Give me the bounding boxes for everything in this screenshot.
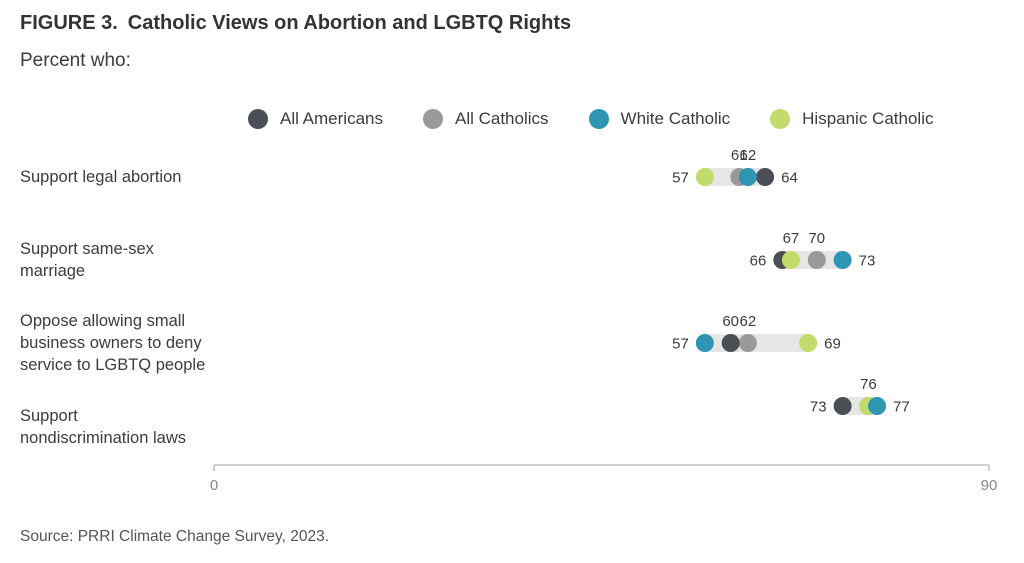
row-label-line: marriage: [20, 262, 86, 280]
value-label: 76: [860, 376, 877, 393]
legend-swatch: [248, 109, 268, 129]
row-label-line: Support: [20, 407, 78, 425]
chart-title: FIGURE 3. Catholic Views on Abortion and …: [20, 12, 571, 35]
figure-label: FIGURE 3.: [20, 12, 118, 34]
row-label-line: Oppose allowing small: [20, 312, 186, 330]
value-label: 66: [750, 253, 767, 270]
value-label: 67: [783, 230, 800, 247]
dot-white-catholic: [868, 397, 887, 415]
value-label: 69: [824, 336, 841, 353]
chart-subtitle: Percent who:: [20, 50, 131, 71]
legend: All Americans All Catholics White Cathol…: [248, 109, 933, 129]
value-label: 77: [893, 399, 910, 416]
source-note: Source: PRRI Climate Change Survey, 2023…: [20, 528, 330, 545]
row-label-line: Support legal abortion: [20, 168, 182, 186]
value-label: 64: [781, 170, 798, 187]
row-label-line: Support same-sex: [20, 240, 154, 258]
x-tick-label: 90: [981, 477, 998, 494]
legend-label: All Americans: [280, 109, 383, 128]
value-label: 70: [808, 230, 825, 247]
legend-item-all-catholics: All Catholics: [422, 109, 549, 129]
dot-white-catholic: [695, 334, 714, 352]
row-label-line: business owners to deny: [20, 334, 202, 352]
value-label: 61: [731, 147, 748, 164]
dot-hispanic-catholic: [799, 334, 818, 352]
value-label: 62: [740, 147, 757, 164]
legend-swatch: [588, 109, 609, 129]
value-label: 57: [672, 336, 689, 353]
legend-label: White Catholic: [620, 109, 731, 128]
dot-all-catholics: [807, 251, 826, 269]
row-label-3: Support nondiscrimination laws: [20, 405, 235, 449]
dot-white-catholic: [738, 168, 757, 186]
legend-swatch: [422, 109, 443, 129]
dot-all-americans: [833, 397, 852, 415]
title-text: Catholic Views on Abortion and LGBTQ Rig…: [127, 12, 572, 34]
legend-item-white-catholic: White Catholic: [588, 109, 731, 129]
dot-white-catholic: [833, 251, 852, 269]
x-tick-label: 0: [210, 477, 218, 494]
row-label-line: service to LGBTQ people: [20, 356, 206, 374]
row-label-2: Oppose allowing small business owners to…: [20, 310, 235, 376]
legend-item-all-americans: All Americans: [248, 109, 383, 129]
row-label-line: nondiscrimination laws: [20, 429, 186, 447]
value-label: 60: [722, 313, 739, 330]
value-label: 73: [859, 253, 876, 270]
value-label: 57: [672, 170, 689, 187]
legend-swatch: [770, 109, 791, 129]
value-label: 62: [740, 313, 757, 330]
dot-hispanic-catholic: [781, 251, 800, 269]
dot-hispanic-catholic: [695, 168, 714, 186]
dot-all-catholics: [738, 334, 757, 352]
legend-label: Hispanic Catholic: [802, 109, 934, 128]
row-label-0: Support legal abortion: [20, 166, 235, 188]
value-label: 73: [810, 399, 827, 416]
legend-item-hispanic-catholic: Hispanic Catholic: [770, 109, 933, 129]
dot-all-americans: [721, 334, 740, 352]
dot-all-americans: [756, 168, 775, 186]
row-label-1: Support same-sex marriage: [20, 238, 235, 282]
legend-label: All Catholics: [454, 109, 549, 128]
